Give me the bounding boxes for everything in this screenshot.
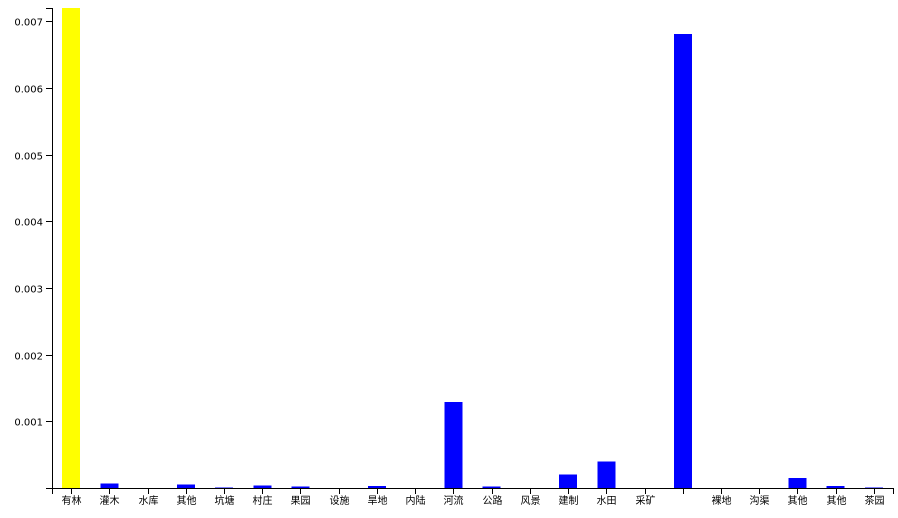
y-tick-label: 0.003 (14, 285, 43, 296)
bar-13 (559, 474, 578, 488)
y-tick-label: 0.002 (14, 352, 43, 363)
bar-14 (597, 461, 616, 488)
x-tick-label: 风景 (521, 495, 541, 507)
x-tick-label: 内陆 (406, 494, 426, 507)
bar-20 (826, 486, 845, 488)
bar-3 (176, 484, 195, 488)
x-tick-label: 果园 (291, 495, 311, 507)
y-tick-label: 0.001 (14, 418, 43, 429)
x-tick-label: 村庄 (253, 494, 273, 507)
x-tick-label: 其他 (177, 494, 197, 507)
x-tick-label: 水库 (139, 494, 159, 507)
y-axis: 0.001 0.002 0.003 0.004 0.005 0.006 0.007 (14, 8, 53, 489)
x-tick-label: 建制 (559, 494, 579, 507)
y-tick-label: 0.006 (14, 85, 43, 96)
x-tick-label: 采矿 (636, 494, 656, 507)
x-tick-label: 其他 (788, 494, 808, 507)
x-axis: 有林 灌木 水库 其他 坑塘 村庄 果园 设施 旱地 内陆 河流 公路 风景 建制 水田 采矿 裸地 沟渠 其他 其他… (52, 488, 894, 507)
bar-21 (864, 487, 883, 488)
x-tick-label: 河流 (444, 494, 464, 507)
x-tick-label: 坑塘 (215, 494, 235, 507)
y-axis-line (46, 8, 53, 489)
y-tick-label: 0.007 (14, 18, 43, 29)
bar-5 (253, 485, 272, 488)
x-tick-label: 有林 (62, 494, 82, 507)
bar-16 (673, 34, 692, 488)
bar-0 (62, 8, 81, 488)
bar-4 (215, 487, 234, 488)
y-tick-label: 0.005 (14, 152, 43, 163)
bar-19 (788, 478, 807, 488)
x-tick-label: 茶园 (865, 494, 885, 507)
bar-8 (367, 486, 386, 488)
x-tick-label: 其他 (827, 494, 847, 507)
x-tick-label: 裸地 (712, 494, 732, 507)
bar-10 (444, 402, 463, 488)
bars-group (62, 8, 883, 488)
x-tick-label: 设施 (330, 494, 350, 507)
x-tick-label: 灌木 (100, 495, 120, 507)
x-tick-label: 旱地 (368, 494, 388, 507)
x-tick-label: 沟渠 (750, 494, 770, 507)
bar-1 (100, 483, 119, 488)
bar-6 (291, 486, 310, 488)
y-tick-label: 0.004 (14, 218, 43, 229)
x-axis-line (52, 488, 894, 494)
bar-11 (482, 486, 501, 488)
x-tick-label: 水田 (597, 495, 617, 507)
x-tick-label: 公路 (483, 494, 503, 507)
